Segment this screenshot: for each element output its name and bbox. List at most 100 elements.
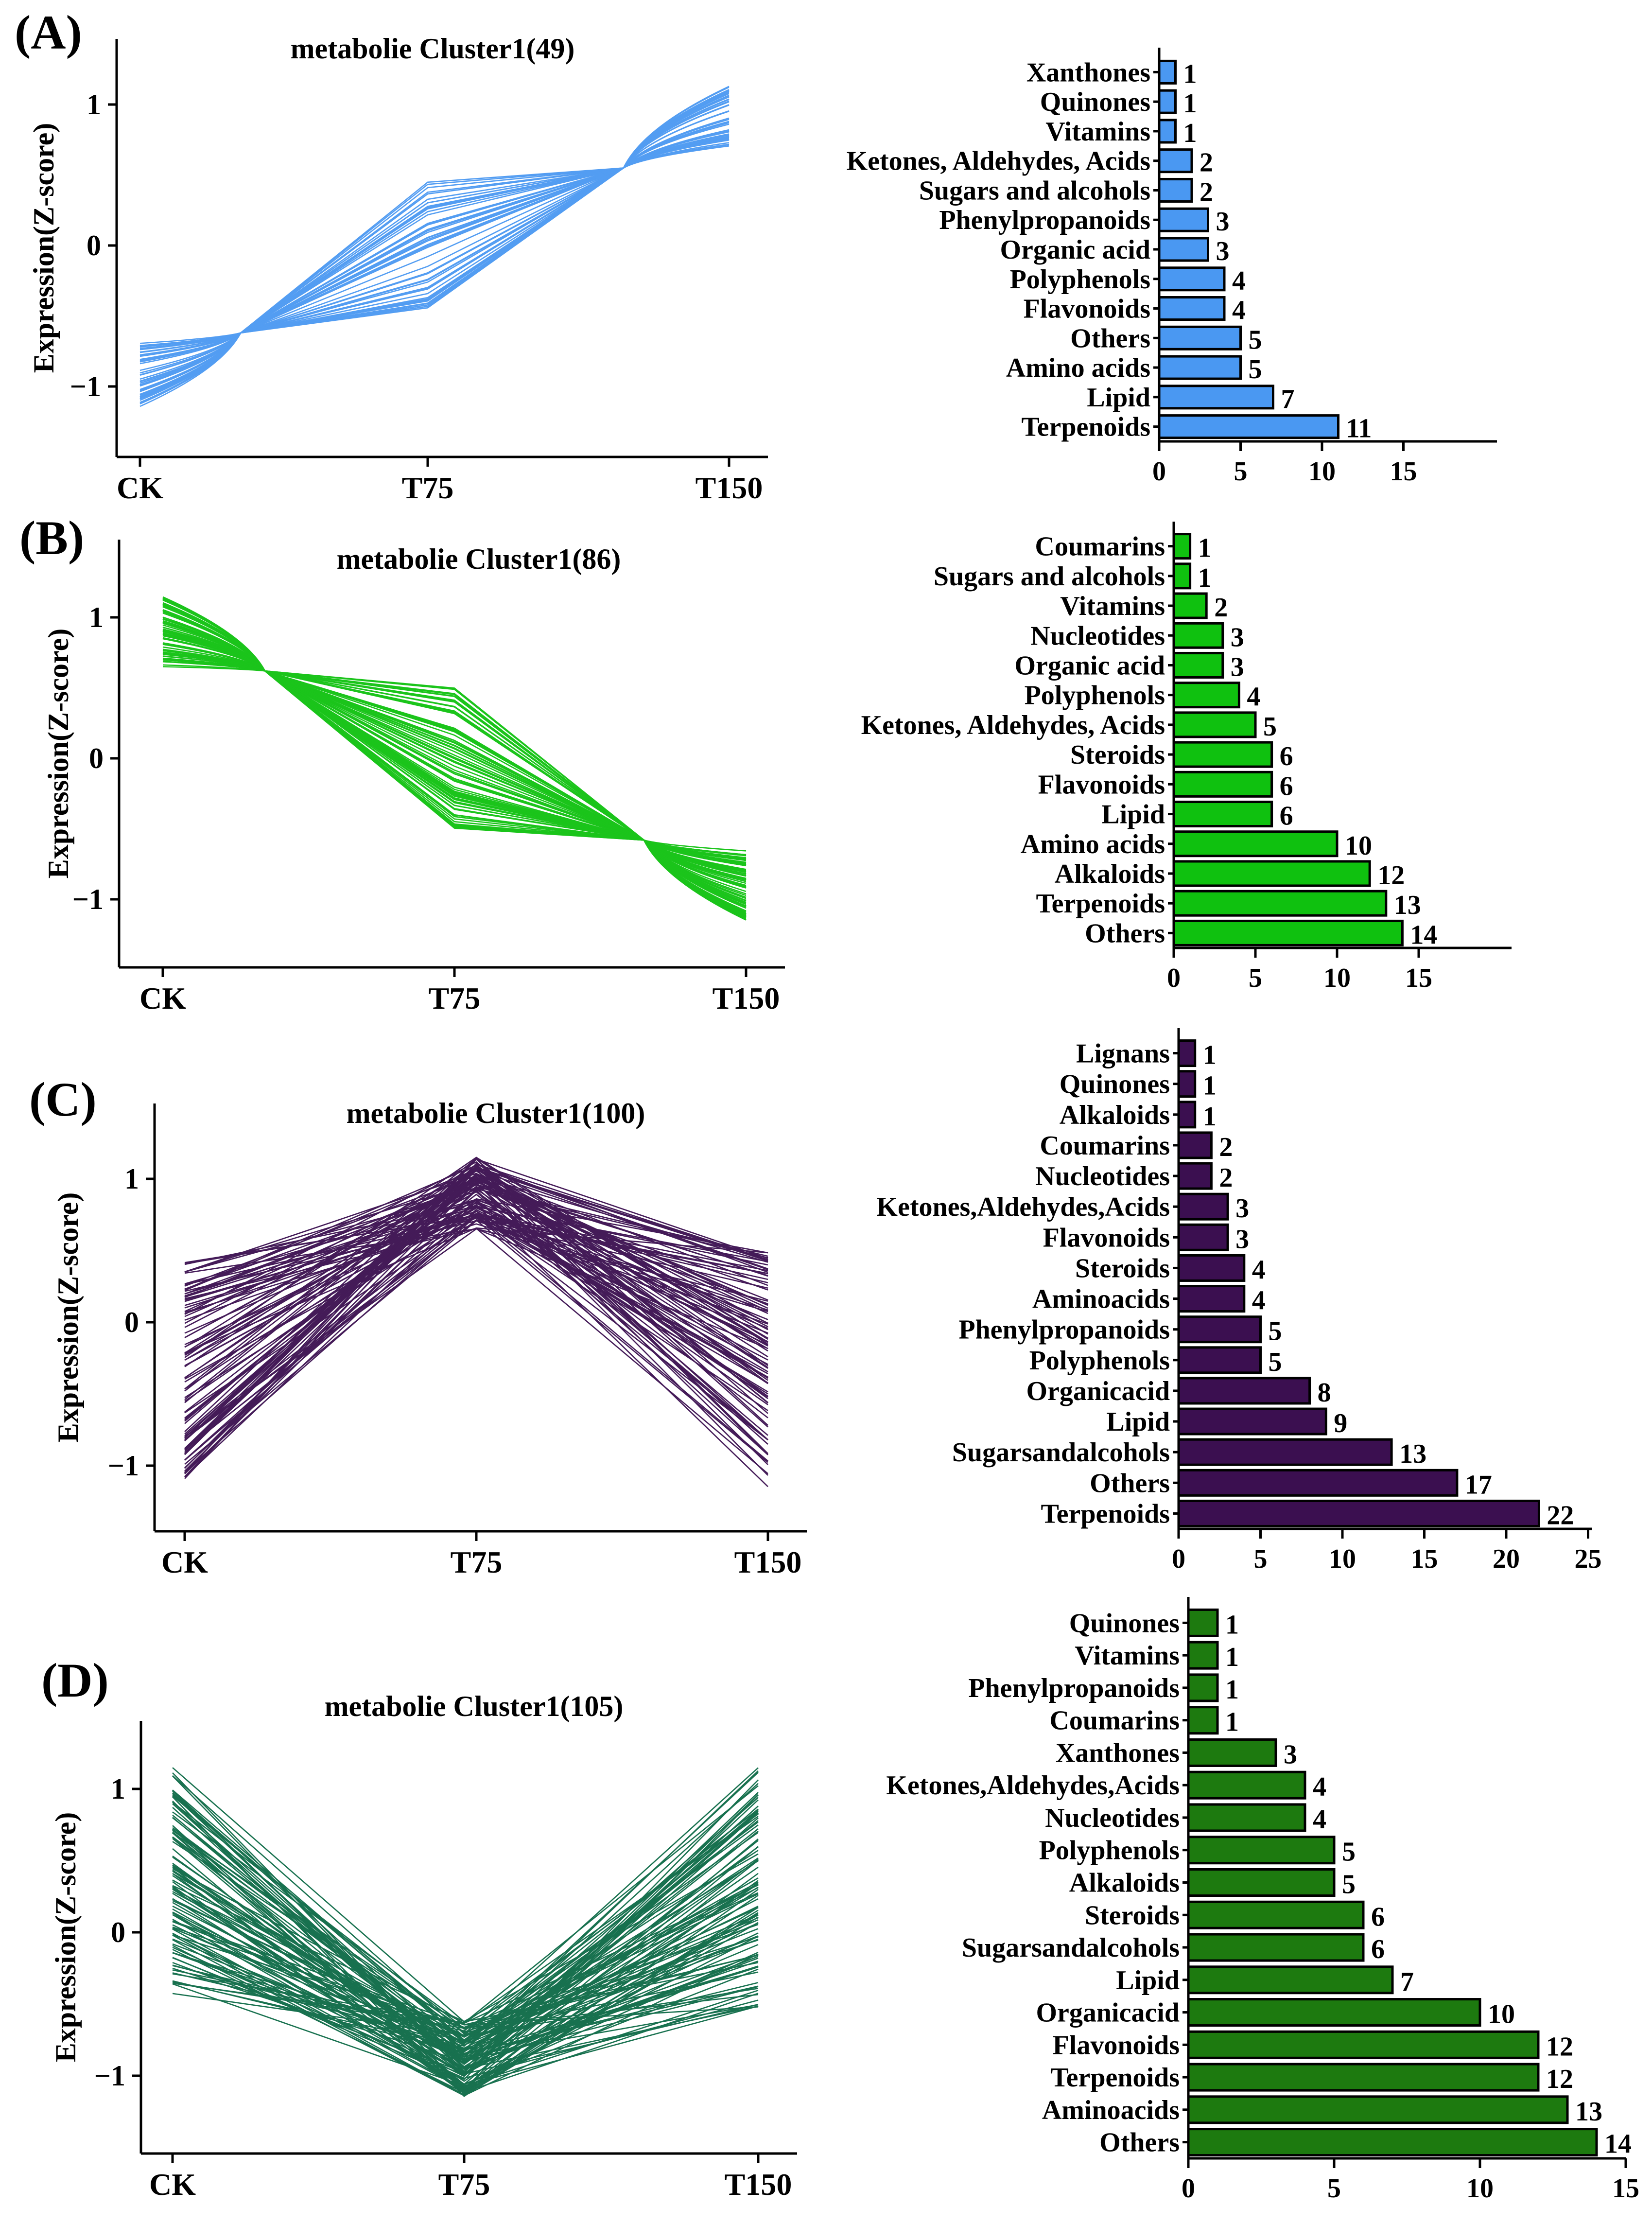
x-tick-label: 15 xyxy=(1390,456,1417,487)
series-line xyxy=(162,661,747,909)
series-line xyxy=(172,1803,759,2067)
x-tick-label: 10 xyxy=(1323,963,1351,993)
x-tick-label: 0 xyxy=(1152,456,1166,487)
value-label: 5 xyxy=(1269,1316,1282,1347)
category-label: Coumarins xyxy=(1049,1706,1180,1736)
category-label: Nucleotides xyxy=(1035,1161,1170,1191)
x-tick-label: 25 xyxy=(1575,1544,1602,1574)
series-line xyxy=(139,133,730,400)
panel-label: (C) xyxy=(29,1072,97,1126)
series-line xyxy=(162,597,747,881)
series-line xyxy=(184,1158,768,1433)
bar xyxy=(1172,533,1192,560)
bar xyxy=(1177,1101,1197,1129)
series-line xyxy=(172,1887,759,2037)
series-line xyxy=(139,86,730,353)
value-label: 6 xyxy=(1371,1934,1385,1964)
category-label: Sugarsandalcohols xyxy=(962,1933,1180,1963)
bar xyxy=(1187,2063,1540,2092)
bar xyxy=(1158,89,1177,114)
y-tick-label: −1 xyxy=(108,1450,139,1482)
bar xyxy=(1177,1346,1262,1374)
value-label: 1 xyxy=(1183,118,1197,148)
category-label: Nucleotides xyxy=(1030,621,1165,651)
bar xyxy=(1187,1608,1219,1637)
value-label: 3 xyxy=(1231,622,1244,652)
series-line xyxy=(162,638,747,916)
value-label: 6 xyxy=(1371,1902,1385,1932)
bar xyxy=(1158,355,1242,380)
series-line xyxy=(184,1188,768,1384)
series-line xyxy=(139,130,730,362)
value-label: 1 xyxy=(1203,1071,1217,1101)
value-label: 5 xyxy=(1263,712,1277,742)
category-label: Xanthones xyxy=(1026,57,1150,88)
x-tick-label: CK xyxy=(161,1545,208,1579)
value-label: 1 xyxy=(1203,1102,1217,1132)
category-label: Ketones, Aldehydes, Acids xyxy=(861,710,1165,740)
category-label: Polyphenols xyxy=(1025,681,1165,711)
category-label: Alkaloids xyxy=(1055,859,1165,889)
bar xyxy=(1187,1998,1481,2027)
category-label: Terpenoids xyxy=(1050,2063,1180,2093)
bar xyxy=(1177,1469,1459,1497)
series-line xyxy=(172,1794,759,2090)
series-line xyxy=(184,1177,768,1338)
series-line xyxy=(184,1175,768,1287)
y-tick-label: −1 xyxy=(70,370,101,403)
bar xyxy=(1187,1770,1306,1800)
bar xyxy=(1187,1641,1219,1670)
y-axis-title: Expression(Z-score) xyxy=(52,1192,84,1442)
series-line xyxy=(162,655,747,903)
bar xyxy=(1172,711,1257,738)
series-line xyxy=(184,1201,768,1478)
value-label: 1 xyxy=(1225,1642,1239,1672)
bar xyxy=(1177,1438,1393,1466)
series-line xyxy=(139,89,730,347)
series-line xyxy=(172,1913,759,2088)
category-label: Lipid xyxy=(1106,1407,1170,1437)
y-tick-label: 1 xyxy=(87,88,101,121)
line-chart-1: (A) metabolie Cluster1(49) 1 0 −1 CK T75 T150 Ex… xyxy=(15,5,768,505)
category-label: Lipid xyxy=(1116,1965,1180,1996)
category-label: Alkaloids xyxy=(1069,1868,1180,1898)
bar xyxy=(1158,59,1177,85)
value-label: 1 xyxy=(1183,88,1197,119)
value-label: 4 xyxy=(1232,296,1246,326)
series-lines xyxy=(172,1767,759,2098)
category-label: Coumarins xyxy=(1035,532,1165,562)
category-label: Others xyxy=(1085,918,1165,948)
series-line xyxy=(162,631,747,904)
value-label: 3 xyxy=(1235,1193,1249,1224)
bar xyxy=(1187,1965,1394,1995)
value-label: 10 xyxy=(1345,831,1372,861)
series-line xyxy=(184,1167,768,1441)
category-label: Others xyxy=(1070,323,1150,353)
x-tick-label: 0 xyxy=(1167,963,1181,993)
bar xyxy=(1177,1223,1229,1251)
bar xyxy=(1177,1162,1213,1190)
series-line xyxy=(184,1206,768,1367)
series-line xyxy=(172,1927,759,2052)
value-label: 3 xyxy=(1235,1224,1249,1254)
category-label: Phenylpropanoids xyxy=(968,1673,1180,1703)
category-label: Flavonoids xyxy=(1043,1223,1170,1253)
bar xyxy=(1172,771,1273,798)
bar xyxy=(1172,919,1404,946)
value-label: 5 xyxy=(1269,1347,1282,1377)
x-tick-label: 20 xyxy=(1493,1544,1520,1574)
value-label: 11 xyxy=(1346,414,1372,444)
bar xyxy=(1187,2095,1569,2124)
x-tick-label: T75 xyxy=(438,2167,490,2202)
category-label: Lignans xyxy=(1076,1039,1170,1069)
x-tick-label: T75 xyxy=(402,471,454,505)
series-lines xyxy=(162,596,747,921)
series-line xyxy=(139,99,730,397)
value-label: 14 xyxy=(1604,2129,1632,2159)
value-label: 13 xyxy=(1575,2097,1602,2127)
category-label: Organicacid xyxy=(1036,1998,1180,2028)
value-label: 2 xyxy=(1200,148,1213,178)
bar-chart-1: Xanthones 1 Quinones 1 Vitamins 1 Ketones, Ald… xyxy=(847,48,1497,487)
bar xyxy=(1187,1673,1219,1702)
